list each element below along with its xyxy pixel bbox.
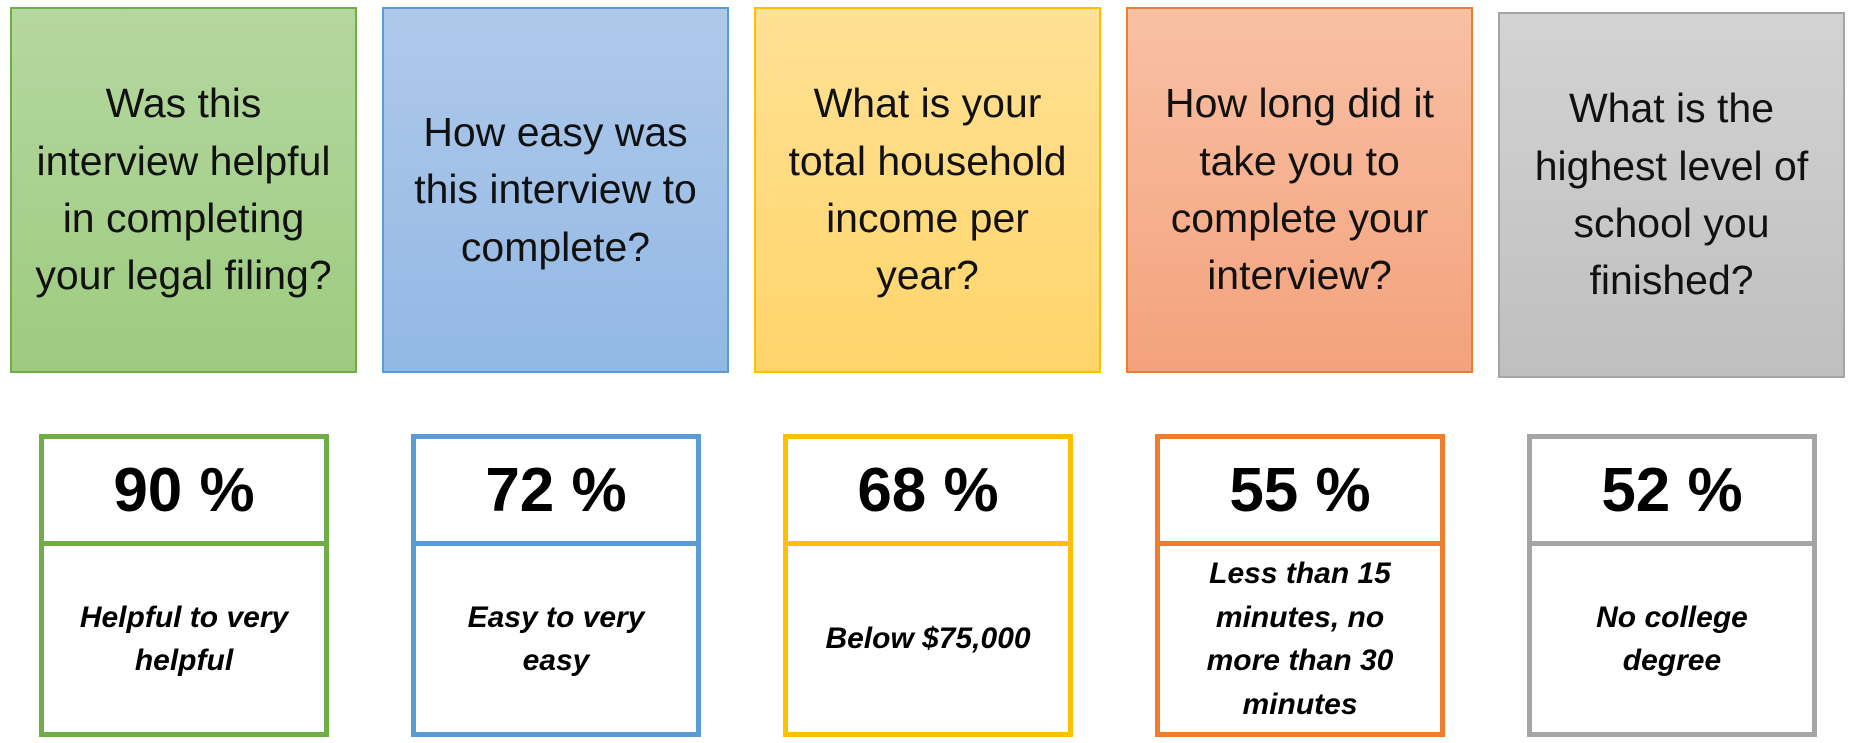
question-box: What is the highest level of school you … [1498,12,1845,378]
stat-box: 72 % [411,434,701,546]
stat-box: 90 % [39,434,329,546]
question-box: How long did it take you to complete you… [1126,7,1473,373]
description-box: No college degree [1527,541,1817,737]
stat-box: 55 % [1155,434,1445,546]
stat-box: 52 % [1527,434,1817,546]
description-box: Helpful to very helpful [39,541,329,737]
stat-box: 68 % [783,434,1073,546]
question-box: Was this interview helpful in completing… [10,7,357,373]
description-box: Less than 15 minutes, no more than 30 mi… [1155,541,1445,737]
description-box: Easy to very easy [411,541,701,737]
description-box: Below $75,000 [783,541,1073,737]
question-box: What is your total household income per … [754,7,1101,373]
question-box: How easy was this interview to complete? [382,7,729,373]
